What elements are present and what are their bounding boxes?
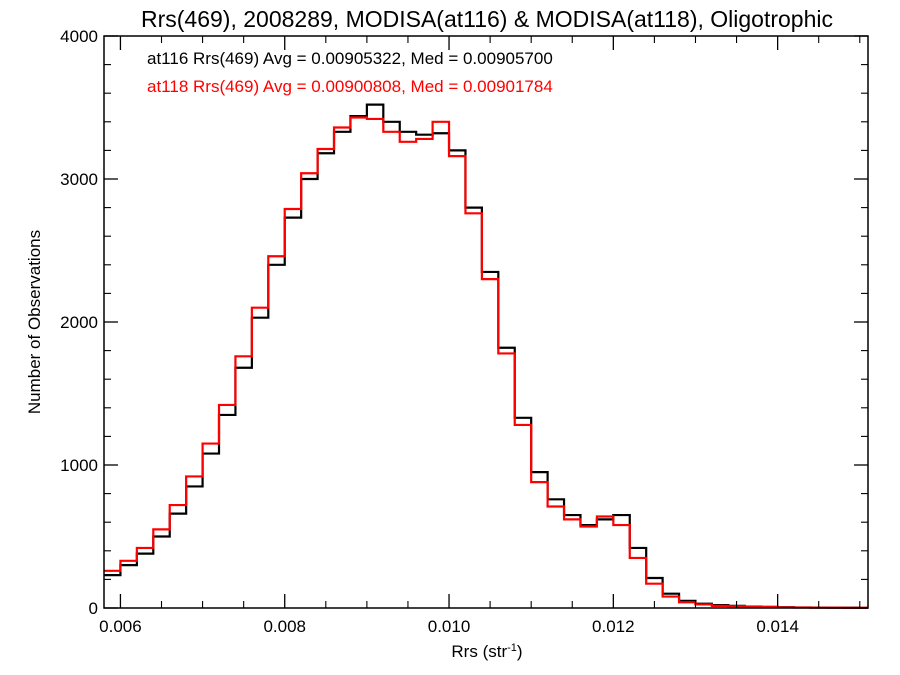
x-tick-label: 0.012	[592, 617, 635, 636]
plot-frame	[103, 35, 869, 609]
x-tick-label: 0.014	[756, 617, 799, 636]
y-tick-label: 0	[89, 599, 98, 618]
x-tick-label: 0.006	[99, 617, 142, 636]
y-tick-label: 1000	[60, 456, 98, 475]
x-axis-label-base: Rrs (str	[451, 642, 507, 661]
plot-area: 0.006 0.008 0.010 0.012 0.014 0 1000 2000 3000 40…	[60, 27, 869, 636]
x-axis-label: Rrs (str-1)	[451, 642, 522, 661]
legend-item-at118: at118 Rrs(469) Avg = 0.00900808, Med = 0…	[147, 77, 553, 96]
y-tick-label: 2000	[60, 313, 98, 332]
x-tick-label: 0.010	[428, 617, 471, 636]
series-line-at116	[104, 103, 868, 609]
chart-title: Rrs(469), 2008289, MODISA(at116) & MODIS…	[141, 6, 833, 32]
series-line-at118	[104, 116, 868, 609]
x-axis-label-close: )	[517, 642, 523, 661]
legend-item-at116: at116 Rrs(469) Avg = 0.00905322, Med = 0…	[147, 49, 553, 68]
x-axis-label-sup: -1	[507, 642, 517, 654]
x-tick-label: 0.008	[263, 617, 306, 636]
y-axis-label: Number of Observations	[25, 230, 44, 414]
y-tick-label: 3000	[60, 170, 98, 189]
y-tick-label: 4000	[60, 27, 98, 46]
